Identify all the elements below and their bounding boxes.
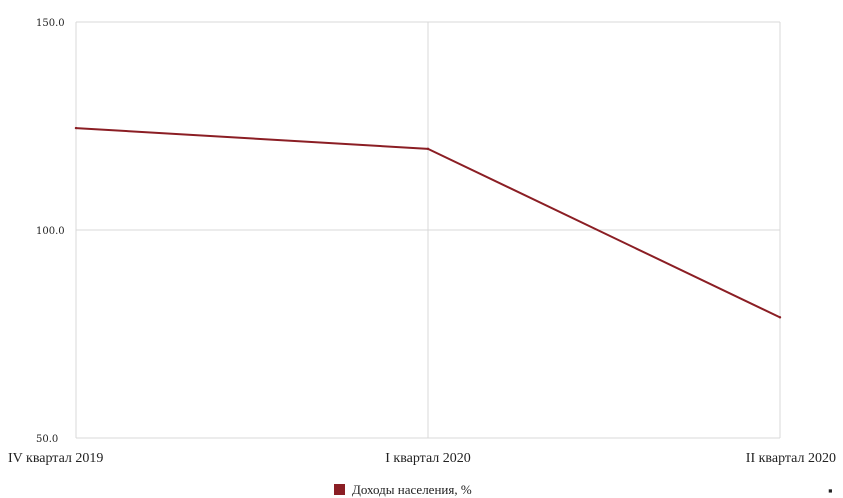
x-axis-tick-labels: IV квартал 2019 I квартал 2020 II квартал … xyxy=(8,451,836,466)
y-axis-tick-labels: 50.0 100.0 150.0 xyxy=(36,18,65,445)
y-tick-label: 150.0 xyxy=(36,18,65,29)
data-point[interactable] xyxy=(778,316,782,319)
legend-label: Доходы населения, % xyxy=(352,482,472,497)
y-tick-label: 50.0 xyxy=(36,434,58,445)
x-tick-label: IV квартал 2019 xyxy=(8,451,103,466)
legend[interactable]: Доходы населения, % xyxy=(334,482,472,497)
x-tick-label: II квартал 2020 xyxy=(746,451,836,466)
x-tick-label: I квартал 2020 xyxy=(385,451,471,466)
y-tick-label: 100.0 xyxy=(36,226,65,237)
grid-lines xyxy=(75,21,781,439)
data-point[interactable] xyxy=(426,147,430,151)
data-point[interactable] xyxy=(74,126,78,130)
legend-swatch xyxy=(334,484,345,495)
series-layer xyxy=(74,126,782,319)
corner-marker: ▪ xyxy=(828,483,833,498)
